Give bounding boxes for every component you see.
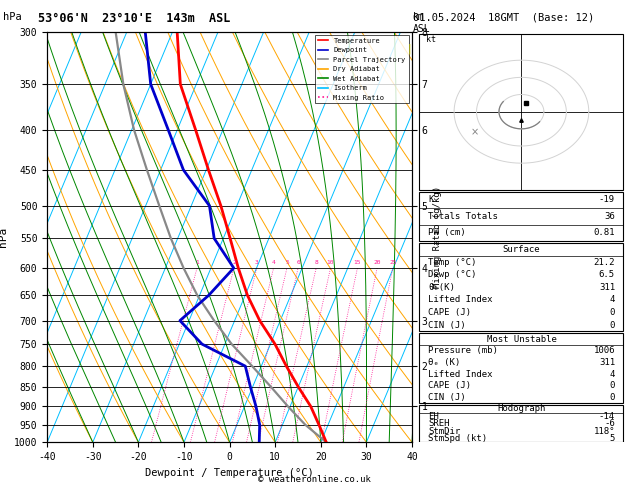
- Text: 3: 3: [255, 260, 259, 265]
- Text: 36: 36: [604, 212, 615, 221]
- Text: 4: 4: [610, 370, 615, 379]
- Text: K: K: [428, 195, 433, 205]
- Text: 25: 25: [389, 260, 396, 265]
- Text: 5: 5: [610, 434, 615, 443]
- Text: 4: 4: [272, 260, 276, 265]
- Text: -19: -19: [599, 195, 615, 205]
- Bar: [420, 34, 623, 190]
- Bar: [420, 333, 623, 403]
- Text: PW (cm): PW (cm): [428, 228, 465, 237]
- Text: 4: 4: [610, 295, 615, 304]
- Text: kt: kt: [426, 35, 436, 44]
- Text: 8: 8: [314, 260, 318, 265]
- Y-axis label: hPa: hPa: [0, 227, 8, 247]
- Text: CIN (J): CIN (J): [428, 393, 465, 402]
- Text: -14: -14: [599, 412, 615, 421]
- Text: Dewp (°C): Dewp (°C): [428, 270, 476, 279]
- Text: Lifted Index: Lifted Index: [428, 295, 493, 304]
- Text: Pressure (mb): Pressure (mb): [428, 347, 498, 355]
- Text: 0: 0: [610, 321, 615, 330]
- Text: 20: 20: [374, 260, 381, 265]
- Text: km: km: [413, 12, 425, 22]
- Text: 6: 6: [296, 260, 300, 265]
- Text: EH: EH: [428, 412, 438, 421]
- Text: Surface: Surface: [503, 245, 540, 254]
- Text: Lifted Index: Lifted Index: [428, 370, 493, 379]
- Text: 21.2: 21.2: [594, 258, 615, 266]
- Text: 1: 1: [195, 260, 199, 265]
- Text: hPa: hPa: [3, 12, 22, 22]
- Text: 0.81: 0.81: [594, 228, 615, 237]
- Bar: [420, 243, 623, 331]
- Text: SREH: SREH: [428, 419, 449, 428]
- Text: θₑ(K): θₑ(K): [428, 283, 455, 292]
- Text: 53°06'N  23°10'E  143m  ASL: 53°06'N 23°10'E 143m ASL: [38, 12, 230, 25]
- Text: 0: 0: [610, 382, 615, 390]
- Legend: Temperature, Dewpoint, Parcel Trajectory, Dry Adiabat, Wet Adiabat, Isotherm, Mi: Temperature, Dewpoint, Parcel Trajectory…: [314, 35, 408, 104]
- Text: 5: 5: [285, 260, 289, 265]
- Text: CIN (J): CIN (J): [428, 321, 465, 330]
- Text: Temp (°C): Temp (°C): [428, 258, 476, 266]
- X-axis label: Dewpoint / Temperature (°C): Dewpoint / Temperature (°C): [145, 468, 314, 478]
- Text: Totals Totals: Totals Totals: [428, 212, 498, 221]
- Text: 0: 0: [610, 308, 615, 317]
- Text: Most Unstable: Most Unstable: [486, 335, 557, 344]
- Text: 6.5: 6.5: [599, 270, 615, 279]
- Text: 15: 15: [353, 260, 361, 265]
- Text: ASL: ASL: [413, 24, 431, 35]
- Text: CAPE (J): CAPE (J): [428, 308, 471, 317]
- Text: 311: 311: [599, 358, 615, 367]
- Text: θₑ (K): θₑ (K): [428, 358, 460, 367]
- Text: StmDir: StmDir: [428, 427, 460, 435]
- Bar: [420, 192, 623, 241]
- Text: ×: ×: [470, 127, 479, 137]
- Text: 118°: 118°: [594, 427, 615, 435]
- Text: 10: 10: [327, 260, 334, 265]
- Text: Hodograph: Hodograph: [498, 404, 545, 414]
- Text: 0: 0: [610, 393, 615, 402]
- Text: StmSpd (kt): StmSpd (kt): [428, 434, 487, 443]
- Text: 1006: 1006: [594, 347, 615, 355]
- Text: 01.05.2024  18GMT  (Base: 12): 01.05.2024 18GMT (Base: 12): [413, 12, 594, 22]
- Bar: [420, 405, 623, 442]
- Text: CAPE (J): CAPE (J): [428, 382, 471, 390]
- Text: |: |: [408, 43, 411, 54]
- Text: 311: 311: [599, 283, 615, 292]
- Y-axis label: Mixing Ratio (g/kg): Mixing Ratio (g/kg): [433, 186, 442, 288]
- Text: © weatheronline.co.uk: © weatheronline.co.uk: [258, 474, 371, 484]
- Text: -6: -6: [604, 419, 615, 428]
- Text: 2: 2: [232, 260, 236, 265]
